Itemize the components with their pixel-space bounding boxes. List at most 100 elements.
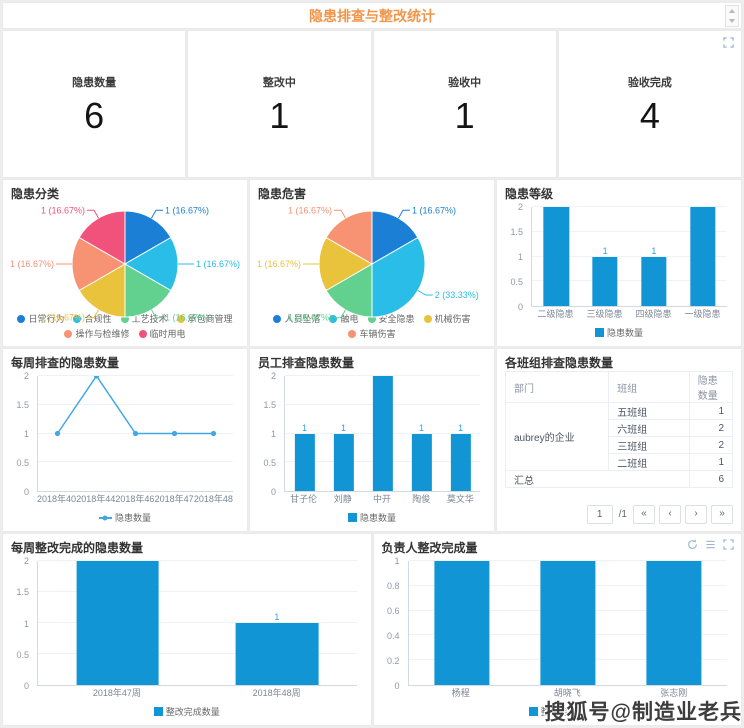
x-axis-tick-label: 四级隐患 xyxy=(635,309,672,319)
card-pie-category: 隐患分类 1 (16.67%) 1 (16.67%) 1 (16.67%) 1 (16… xyxy=(3,180,247,346)
expand-icon[interactable] xyxy=(723,539,734,550)
legend-item[interactable]: 隐患数量 xyxy=(594,326,643,339)
pie-slice[interactable] xyxy=(325,210,373,265)
legend-label: 临时用电 xyxy=(149,329,186,339)
data-point[interactable] xyxy=(171,430,178,437)
legend-item[interactable]: 操作与检维修 xyxy=(64,327,130,340)
table-row: aubrey的企业 五班组 1 xyxy=(504,402,734,471)
bar[interactable] xyxy=(372,376,393,491)
legend-marker-icon xyxy=(347,513,357,522)
legend-item[interactable]: 触电 xyxy=(329,312,359,325)
gridline xyxy=(532,206,727,207)
legend-item[interactable]: 隐患数量 xyxy=(98,511,151,524)
gridline xyxy=(38,653,357,654)
bar[interactable] xyxy=(235,623,319,685)
bar[interactable] xyxy=(450,433,471,491)
bar-slot xyxy=(38,561,197,685)
scroll-spinner[interactable] xyxy=(725,5,739,27)
x-axis-tick-label: 杨程 xyxy=(451,688,470,698)
pie-slice[interactable] xyxy=(371,210,419,265)
first-page-button[interactable]: « xyxy=(633,505,655,524)
bar-slot xyxy=(409,561,515,685)
legend-item[interactable]: 人员坠落 xyxy=(273,312,320,325)
pie-slice[interactable] xyxy=(325,263,373,318)
bar[interactable] xyxy=(333,433,354,491)
refresh-icon[interactable] xyxy=(687,539,698,550)
page-input[interactable]: 1 xyxy=(586,505,613,524)
card-line-weekly-found: 每周排查的隐患数量 00.511.522018年40周2018年44周2018年… xyxy=(3,349,247,531)
bar[interactable] xyxy=(646,561,702,685)
x-axis-tick-label: 三级隐患 xyxy=(586,309,623,319)
data-point[interactable] xyxy=(93,376,100,379)
y-axis-tick-label: 0 xyxy=(394,681,400,691)
page-total: /1 xyxy=(618,509,627,520)
y-axis-tick-label: 0 xyxy=(270,487,276,497)
legend-item[interactable]: 工艺技术 xyxy=(120,312,168,325)
legend-label: 人员坠落 xyxy=(284,314,321,324)
legend-item[interactable]: 机械伤害 xyxy=(423,312,471,325)
data-point[interactable] xyxy=(132,430,139,437)
scroll-down-icon[interactable] xyxy=(729,19,735,23)
y-axis: 0 0.2 0.4 0.6 0.8 1 xyxy=(382,556,404,691)
pie-slice[interactable] xyxy=(78,210,126,265)
pie-slice[interactable] xyxy=(124,263,172,318)
legend-item[interactable]: 承包商管理 xyxy=(176,312,233,325)
bar[interactable] xyxy=(689,207,716,306)
legend-item[interactable]: 隐患数量 xyxy=(347,511,396,524)
pie-slice[interactable] xyxy=(371,236,426,318)
legend-label: 机械伤害 xyxy=(434,314,471,324)
bar-slot: 1 xyxy=(324,376,363,491)
legend-marker-icon xyxy=(120,314,129,323)
last-page-button[interactable]: » xyxy=(711,505,733,524)
kpi-card-rectifying: 整改中 1 xyxy=(188,31,371,177)
bar[interactable] xyxy=(411,433,432,491)
x-axis-tick-label: 2018年47周 xyxy=(154,494,194,504)
legend-item[interactable]: 安全隐患 xyxy=(367,312,415,325)
gridline xyxy=(532,230,727,232)
pie-slice-label: 1 (16.67%) xyxy=(165,205,209,215)
data-point[interactable] xyxy=(210,430,217,437)
kpi-card-accepting: 验收中 1 xyxy=(373,31,556,177)
pie-slice[interactable] xyxy=(78,263,126,318)
legend-item[interactable]: 整改完成量 xyxy=(528,705,586,718)
kpi-card-accepted: 验收完成 4 xyxy=(558,31,741,177)
prev-page-button[interactable]: ‹ xyxy=(659,505,681,524)
bar[interactable] xyxy=(540,561,596,685)
legend-item[interactable]: 整改完成数量 xyxy=(153,705,220,718)
expand-icon[interactable] xyxy=(723,37,734,48)
bar[interactable] xyxy=(543,207,570,306)
pie-chart-category: 1 (16.67%) 1 (16.67%) 1 (16.67%) 1 (16.67%)… xyxy=(10,202,240,322)
legend-marker-icon xyxy=(423,314,432,323)
plot-area: 1 xyxy=(37,560,357,686)
bar[interactable] xyxy=(76,561,160,685)
y-axis-tick-label: 0.6 xyxy=(386,606,400,616)
legend-item[interactable]: 临时用电 xyxy=(138,327,186,340)
data-point[interactable] xyxy=(54,430,61,437)
kpi-value: 1 xyxy=(454,95,475,136)
legend-marker-icon xyxy=(329,314,338,323)
team-table: 部门 班组 隐患数量 aubrey的企业 五班组 1 六班组 2 三班组 2 二班组 1 汇总 6 1/1 «… xyxy=(504,371,734,525)
list-icon[interactable] xyxy=(705,539,716,550)
bar[interactable] xyxy=(641,256,667,306)
next-page-button[interactable]: › xyxy=(685,505,707,524)
legend-marker-icon xyxy=(594,328,604,337)
chart-title: 负责人整改完成量 xyxy=(381,541,478,555)
bar[interactable] xyxy=(294,433,315,491)
bar[interactable] xyxy=(433,561,490,685)
x-axis-tick-label: 一级隐患 xyxy=(684,309,721,319)
pie-slice[interactable] xyxy=(124,210,172,265)
pie-slice-label: 1 (16.67%) xyxy=(10,259,54,269)
legend-item[interactable]: 合规性 xyxy=(73,312,112,325)
legend-item[interactable]: 日常行为 xyxy=(17,312,64,325)
scroll-up-icon[interactable] xyxy=(729,9,735,13)
page-title: 隐患排查与整改统计 xyxy=(309,7,435,24)
bar[interactable] xyxy=(592,256,618,306)
legend-item[interactable]: 车辆伤害 xyxy=(348,327,396,340)
y-axis: 0 0.5 1 1.5 2 xyxy=(505,202,527,312)
chart-legend: 整改完成量 xyxy=(382,701,734,719)
y-axis: 0 0.5 1 1.5 2 xyxy=(258,371,280,497)
legend-marker-icon xyxy=(153,707,163,716)
